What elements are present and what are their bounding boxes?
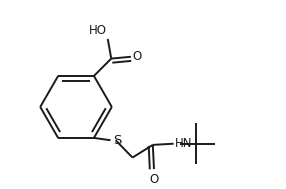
Text: S: S (113, 134, 121, 147)
Text: O: O (149, 173, 159, 186)
Text: HN: HN (175, 137, 192, 150)
Text: O: O (133, 50, 142, 63)
Text: HO: HO (89, 24, 107, 37)
